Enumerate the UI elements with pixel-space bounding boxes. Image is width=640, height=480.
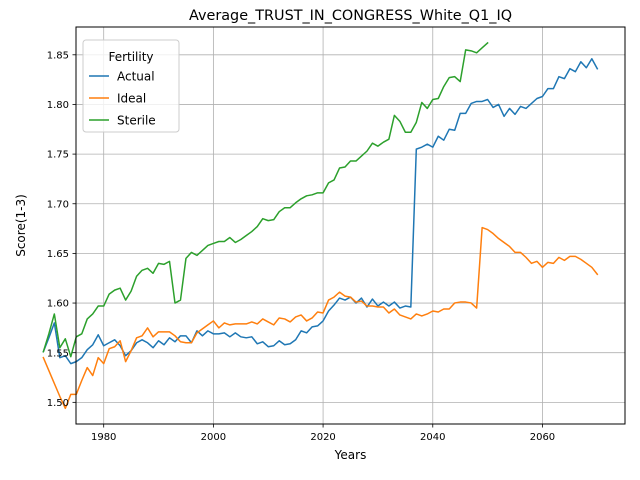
legend: Fertility Actual Ideal Sterile (82, 39, 180, 133)
legend-box (82, 39, 180, 133)
y-tick-label: 1.85 (47, 50, 69, 61)
legend-entry-actual: Actual (117, 70, 155, 84)
x-tick-label: 2000 (201, 432, 226, 443)
gridlines (76, 27, 625, 424)
x-tick-label: 2060 (530, 432, 555, 443)
series-lines (42, 41, 599, 410)
x-tick-label: 2020 (310, 432, 335, 443)
legend-entry-ideal: Ideal (117, 92, 146, 106)
plot-frame (75, 26, 626, 425)
y-axis-label: Score(1-3) (14, 194, 28, 257)
x-axis-ticks: 1980 2000 2020 2040 2060 (91, 424, 555, 443)
y-axis-ticks: 1.50 1.55 1.60 1.65 1.70 1.75 1.80 1.85 (47, 50, 76, 409)
y-tick-label: 1.60 (47, 299, 69, 310)
y-tick-label: 1.70 (47, 199, 69, 210)
series-line-actual (42, 58, 599, 365)
y-tick-label: 1.55 (47, 348, 69, 359)
x-tick-label: 2040 (420, 432, 445, 443)
x-tick-label: 1980 (91, 432, 116, 443)
y-tick-label: 1.75 (47, 150, 69, 161)
y-tick-label: 1.50 (47, 398, 69, 409)
y-tick-label: 1.65 (47, 249, 69, 260)
series-line-sterile (42, 41, 489, 358)
chart-title: Average_TRUST_IN_CONGRESS_White_Q1_IQ (189, 8, 512, 24)
legend-title: Fertility (108, 50, 153, 64)
series-line-ideal (42, 226, 599, 410)
y-tick-label: 1.80 (47, 100, 69, 111)
x-axis-label: Years (334, 448, 367, 462)
legend-entry-sterile: Sterile (117, 114, 156, 128)
